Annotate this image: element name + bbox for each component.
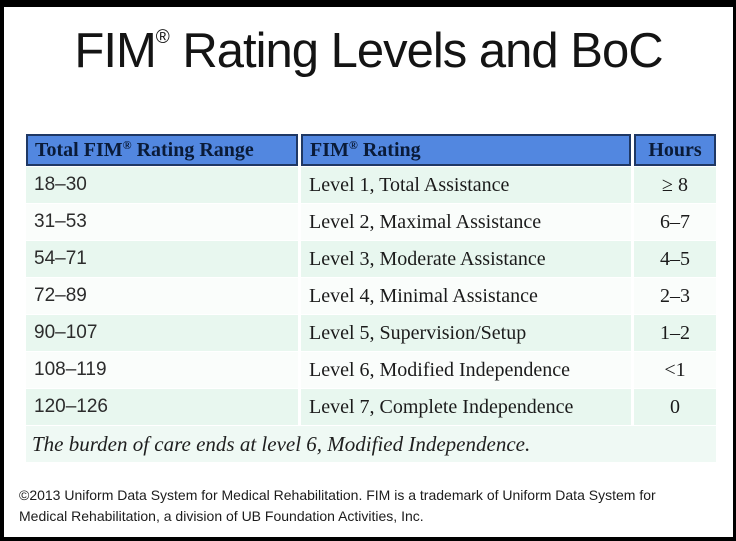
table-row-level-5: 90–107 Level 5, Supervision/Setup 1–2 <box>26 315 716 351</box>
cell-hours: ≥ 8 <box>634 167 716 203</box>
cell-range: 31–53 <box>26 204 298 240</box>
header-text: Total FIM <box>35 139 123 161</box>
slide-title-rest: Rating Levels and BoC <box>169 24 663 78</box>
header-text: FIM <box>310 139 349 161</box>
fim-rating-table: Total FIM® Rating Range FIM® Rating Hour… <box>23 133 719 463</box>
cell-range: 90–107 <box>26 315 298 351</box>
slide-title-text: FIM <box>74 24 156 78</box>
table-note-row: The burden of care ends at level 6, Modi… <box>26 426 716 462</box>
column-header-total-fim-rating-range: Total FIM® Rating Range <box>26 134 298 166</box>
cell-range: 72–89 <box>26 278 298 314</box>
table-row-level-2: 31–53 Level 2, Maximal Assistance 6–7 <box>26 204 716 240</box>
cell-rating: Level 3, Moderate Assistance <box>301 241 631 277</box>
cell-hours: 0 <box>634 389 716 425</box>
slide-title: FIM® Rating Levels and BoC <box>4 23 733 79</box>
cell-hours: 6–7 <box>634 204 716 240</box>
cell-rating: Level 1, Total Assistance <box>301 167 631 203</box>
registered-trademark-icon: ® <box>122 138 132 152</box>
header-text: Rating Range <box>131 139 254 161</box>
cell-range: 18–30 <box>26 167 298 203</box>
cell-rating: Level 4, Minimal Assistance <box>301 278 631 314</box>
table-header-row: Total FIM® Rating Range FIM® Rating Hour… <box>26 134 716 166</box>
cell-rating: Level 7, Complete Independence <box>301 389 631 425</box>
column-header-hours: Hours <box>634 134 716 166</box>
burden-of-care-note: The burden of care ends at level 6, Modi… <box>26 426 716 462</box>
column-header-fim-rating: FIM® Rating <box>301 134 631 166</box>
cell-rating: Level 5, Supervision/Setup <box>301 315 631 351</box>
registered-trademark-icon: ® <box>155 27 170 48</box>
header-text: Rating <box>357 139 421 161</box>
cell-range: 108–119 <box>26 352 298 388</box>
table-row-level-6: 108–119 Level 6, Modified Independence <… <box>26 352 716 388</box>
table-row-level-4: 72–89 Level 4, Minimal Assistance 2–3 <box>26 278 716 314</box>
copyright-footer-line1: ©2013 Uniform Data System for Medical Re… <box>19 487 656 503</box>
cell-hours: 2–3 <box>634 278 716 314</box>
table-row-level-7: 120–126 Level 7, Complete Independence 0 <box>26 389 716 425</box>
copyright-footer-line2: Medical Rehabilitation, a division of UB… <box>19 508 424 524</box>
copyright-footer: ©2013 Uniform Data System for Medical Re… <box>19 485 724 527</box>
table-row-level-3: 54–71 Level 3, Moderate Assistance 4–5 <box>26 241 716 277</box>
registered-trademark-icon: ® <box>348 138 358 152</box>
cell-range: 120–126 <box>26 389 298 425</box>
cell-hours: 1–2 <box>634 315 716 351</box>
cell-rating: Level 6, Modified Independence <box>301 352 631 388</box>
cell-hours: <1 <box>634 352 716 388</box>
cell-range: 54–71 <box>26 241 298 277</box>
cell-hours: 4–5 <box>634 241 716 277</box>
table-row-level-1: 18–30 Level 1, Total Assistance ≥ 8 <box>26 167 716 203</box>
cell-rating: Level 2, Maximal Assistance <box>301 204 631 240</box>
